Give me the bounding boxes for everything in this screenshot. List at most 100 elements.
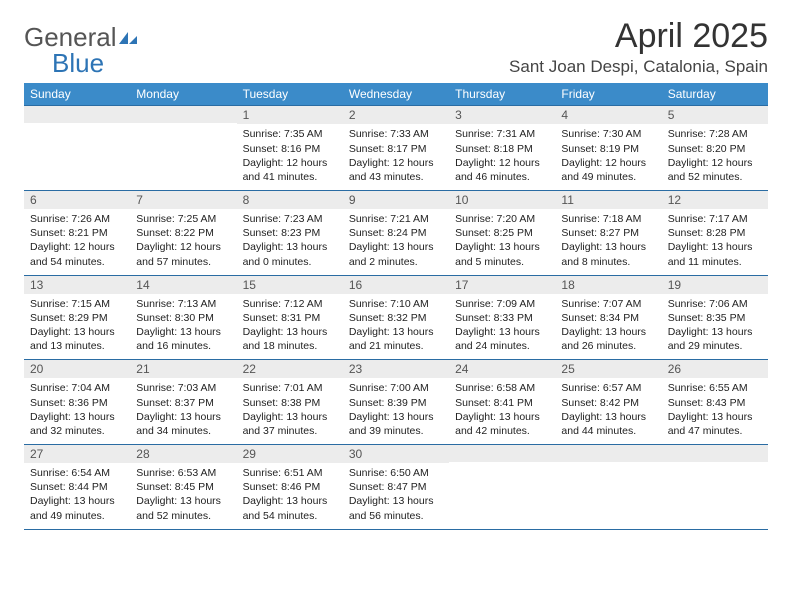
cell-line: Daylight: 13 hours and 37 minutes.	[243, 410, 337, 438]
calendar-cell: 10Sunrise: 7:20 AMSunset: 8:25 PMDayligh…	[449, 190, 555, 275]
cell-body	[130, 123, 236, 179]
logo-text-wrap: General Blue	[24, 24, 139, 76]
cell-body	[449, 462, 555, 518]
cell-body: Sunrise: 7:01 AMSunset: 8:38 PMDaylight:…	[237, 378, 343, 444]
cell-line: Daylight: 13 hours and 5 minutes.	[455, 240, 549, 268]
day-number	[449, 445, 555, 462]
calendar-body: 1Sunrise: 7:35 AMSunset: 8:16 PMDaylight…	[24, 105, 768, 529]
cell-line: Sunrise: 6:58 AM	[455, 381, 549, 395]
day-number: 12	[662, 191, 768, 209]
cell-line: Daylight: 13 hours and 13 minutes.	[30, 325, 124, 353]
cell-line: Sunrise: 7:09 AM	[455, 297, 549, 311]
cell-line: Sunset: 8:27 PM	[561, 226, 655, 240]
calendar-cell: 24Sunrise: 6:58 AMSunset: 8:41 PMDayligh…	[449, 359, 555, 444]
day-number: 21	[130, 360, 236, 378]
cell-body: Sunrise: 7:23 AMSunset: 8:23 PMDaylight:…	[237, 209, 343, 275]
cell-line: Sunset: 8:18 PM	[455, 142, 549, 156]
calendar-cell	[662, 444, 768, 530]
calendar-cell	[555, 444, 661, 530]
cell-body: Sunrise: 7:10 AMSunset: 8:32 PMDaylight:…	[343, 294, 449, 360]
cell-line: Daylight: 13 hours and 2 minutes.	[349, 240, 443, 268]
day-number: 24	[449, 360, 555, 378]
dow-thursday: Thursday	[449, 83, 555, 105]
sail-icon	[117, 24, 139, 40]
week-row: 6Sunrise: 7:26 AMSunset: 8:21 PMDaylight…	[24, 190, 768, 275]
day-number: 28	[130, 445, 236, 463]
day-number	[24, 106, 130, 123]
day-number: 26	[662, 360, 768, 378]
cell-line: Sunrise: 7:00 AM	[349, 381, 443, 395]
cell-line: Sunset: 8:39 PM	[349, 396, 443, 410]
cell-body: Sunrise: 7:04 AMSunset: 8:36 PMDaylight:…	[24, 378, 130, 444]
day-number: 22	[237, 360, 343, 378]
cell-line: Daylight: 13 hours and 18 minutes.	[243, 325, 337, 353]
cell-line: Sunset: 8:32 PM	[349, 311, 443, 325]
cell-body: Sunrise: 7:20 AMSunset: 8:25 PMDaylight:…	[449, 209, 555, 275]
day-number: 8	[237, 191, 343, 209]
week-row: 1Sunrise: 7:35 AMSunset: 8:16 PMDaylight…	[24, 105, 768, 190]
cell-line: Sunrise: 7:20 AM	[455, 212, 549, 226]
day-number: 4	[555, 106, 661, 124]
day-number: 30	[343, 445, 449, 463]
calendar-cell: 19Sunrise: 7:06 AMSunset: 8:35 PMDayligh…	[662, 275, 768, 360]
cell-line: Sunrise: 6:57 AM	[561, 381, 655, 395]
calendar-cell: 12Sunrise: 7:17 AMSunset: 8:28 PMDayligh…	[662, 190, 768, 275]
cell-body: Sunrise: 7:30 AMSunset: 8:19 PMDaylight:…	[555, 124, 661, 190]
day-number: 10	[449, 191, 555, 209]
cell-line: Sunset: 8:43 PM	[668, 396, 762, 410]
cell-line: Daylight: 13 hours and 54 minutes.	[243, 494, 337, 522]
cell-line: Daylight: 12 hours and 46 minutes.	[455, 156, 549, 184]
cell-line: Daylight: 13 hours and 56 minutes.	[349, 494, 443, 522]
cell-line: Sunrise: 6:50 AM	[349, 466, 443, 480]
day-number: 9	[343, 191, 449, 209]
calendar-page: General Blue April 2025 Sant Joan Despi,…	[0, 0, 792, 612]
logo: General Blue	[24, 24, 139, 76]
calendar-cell: 29Sunrise: 6:51 AMSunset: 8:46 PMDayligh…	[237, 444, 343, 530]
calendar-cell: 7Sunrise: 7:25 AMSunset: 8:22 PMDaylight…	[130, 190, 236, 275]
cell-line: Sunset: 8:24 PM	[349, 226, 443, 240]
cell-line: Daylight: 13 hours and 0 minutes.	[243, 240, 337, 268]
day-number: 2	[343, 106, 449, 124]
day-number: 1	[237, 106, 343, 124]
cell-line: Sunset: 8:37 PM	[136, 396, 230, 410]
cell-line: Sunset: 8:22 PM	[136, 226, 230, 240]
day-number: 18	[555, 276, 661, 294]
cell-body: Sunrise: 6:50 AMSunset: 8:47 PMDaylight:…	[343, 463, 449, 529]
cell-line: Sunset: 8:30 PM	[136, 311, 230, 325]
cell-line: Sunset: 8:41 PM	[455, 396, 549, 410]
cell-line: Sunrise: 7:25 AM	[136, 212, 230, 226]
cell-line: Sunrise: 7:35 AM	[243, 127, 337, 141]
cell-line: Sunset: 8:38 PM	[243, 396, 337, 410]
calendar-cell: 8Sunrise: 7:23 AMSunset: 8:23 PMDaylight…	[237, 190, 343, 275]
cell-line: Daylight: 12 hours and 57 minutes.	[136, 240, 230, 268]
calendar-cell: 18Sunrise: 7:07 AMSunset: 8:34 PMDayligh…	[555, 275, 661, 360]
cell-body: Sunrise: 7:17 AMSunset: 8:28 PMDaylight:…	[662, 209, 768, 275]
calendar-table: Sunday Monday Tuesday Wednesday Thursday…	[24, 83, 768, 529]
cell-line: Sunset: 8:42 PM	[561, 396, 655, 410]
cell-line: Sunrise: 7:12 AM	[243, 297, 337, 311]
cell-line: Sunset: 8:34 PM	[561, 311, 655, 325]
cell-line: Daylight: 13 hours and 21 minutes.	[349, 325, 443, 353]
cell-body: Sunrise: 6:57 AMSunset: 8:42 PMDaylight:…	[555, 378, 661, 444]
cell-line: Sunset: 8:44 PM	[30, 480, 124, 494]
dow-tuesday: Tuesday	[237, 83, 343, 105]
cell-body: Sunrise: 7:33 AMSunset: 8:17 PMDaylight:…	[343, 124, 449, 190]
cell-body: Sunrise: 7:26 AMSunset: 8:21 PMDaylight:…	[24, 209, 130, 275]
cell-line: Daylight: 12 hours and 41 minutes.	[243, 156, 337, 184]
cell-line: Sunrise: 7:23 AM	[243, 212, 337, 226]
cell-line: Sunrise: 7:18 AM	[561, 212, 655, 226]
calendar-cell: 14Sunrise: 7:13 AMSunset: 8:30 PMDayligh…	[130, 275, 236, 360]
calendar-cell	[24, 105, 130, 190]
cell-body	[24, 123, 130, 179]
day-number: 6	[24, 191, 130, 209]
cell-body: Sunrise: 7:12 AMSunset: 8:31 PMDaylight:…	[237, 294, 343, 360]
day-number: 19	[662, 276, 768, 294]
calendar-cell: 15Sunrise: 7:12 AMSunset: 8:31 PMDayligh…	[237, 275, 343, 360]
cell-line: Sunset: 8:20 PM	[668, 142, 762, 156]
cell-body: Sunrise: 6:53 AMSunset: 8:45 PMDaylight:…	[130, 463, 236, 529]
dow-friday: Friday	[555, 83, 661, 105]
cell-line: Sunrise: 7:17 AM	[668, 212, 762, 226]
cell-line: Daylight: 13 hours and 11 minutes.	[668, 240, 762, 268]
cell-line: Sunset: 8:28 PM	[668, 226, 762, 240]
cell-line: Sunrise: 7:31 AM	[455, 127, 549, 141]
